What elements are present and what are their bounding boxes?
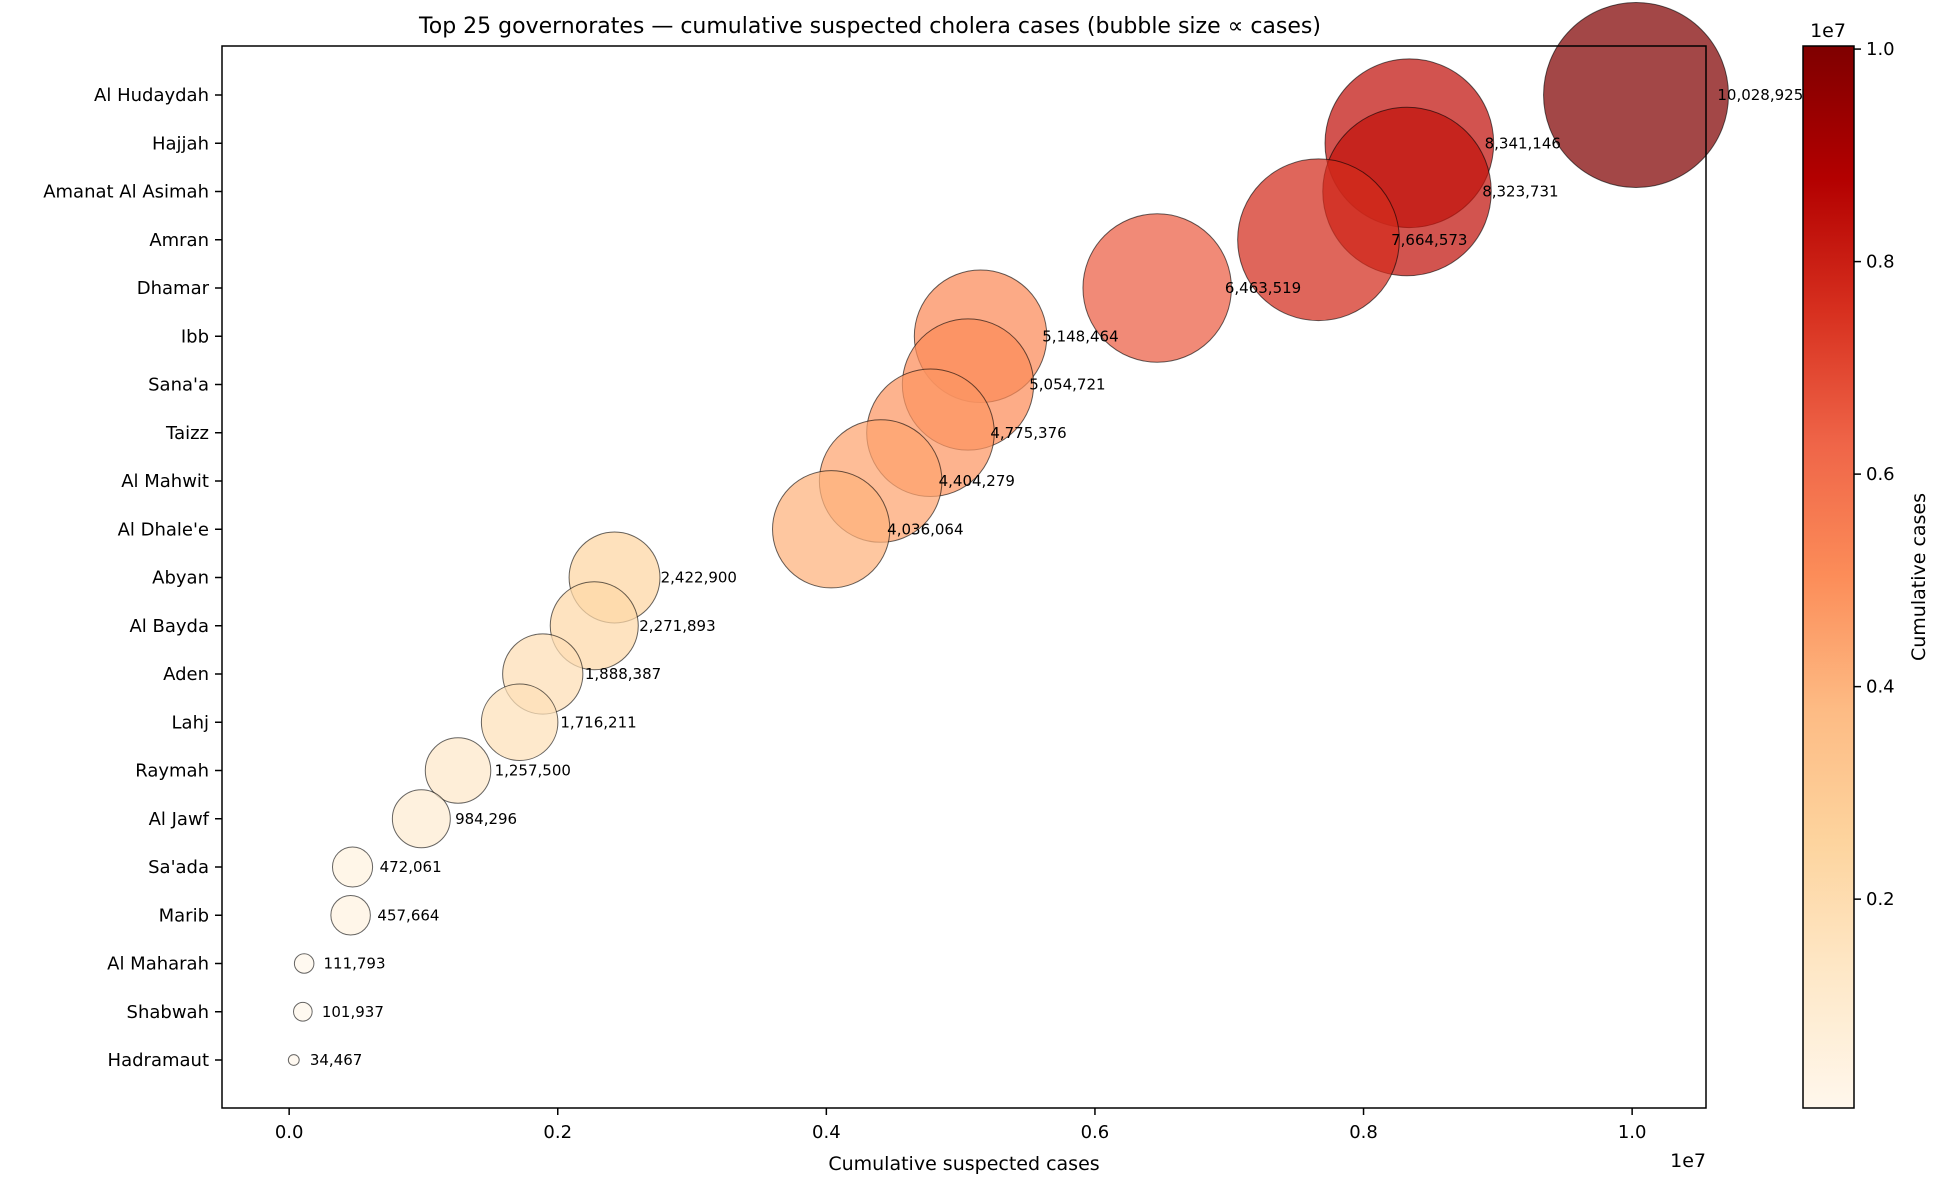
y-tick-label: Abyan: [152, 568, 209, 589]
bubble: [293, 953, 315, 974]
x-tick-label: 0.4: [812, 1122, 841, 1143]
data-label: 984,296: [455, 810, 517, 828]
data-label: 4,775,376: [990, 424, 1066, 442]
y-tick-label: Sa'ada: [148, 857, 209, 878]
y-tick-label: Dhamar: [137, 278, 210, 299]
data-label: 5,148,464: [1042, 327, 1118, 345]
bubble: [772, 470, 891, 589]
y-tick-label: Sana'a: [148, 375, 209, 396]
y-tick-label: Amanat Al Asimah: [43, 182, 209, 203]
y-tick-label: Lahj: [172, 712, 209, 733]
data-label: 101,937: [322, 1003, 384, 1021]
colorbar-gradient: [1802, 45, 1855, 1109]
data-label: 457,664: [377, 906, 439, 924]
colorbar-tick-label: 0.4: [1866, 677, 1895, 698]
data-label: 1,888,387: [585, 665, 661, 683]
bubble: [287, 1054, 300, 1066]
y-tick-label: Amran: [149, 230, 209, 251]
y-tick-label: Al Maharah: [107, 954, 209, 975]
x-tick-label: 0.2: [543, 1122, 572, 1143]
y-tick-label: Al Dhale'e: [118, 519, 209, 540]
colorbar-tick-label: 1.0: [1866, 39, 1895, 60]
y-tick-label: Marib: [159, 905, 209, 926]
y-tick-label: Taizz: [165, 423, 209, 444]
x-tick-label: 0.0: [275, 1122, 304, 1143]
x-tick-label: 0.8: [1349, 1122, 1378, 1143]
data-label: 7,664,573: [1391, 231, 1467, 249]
colorbar-tick-label: 0.8: [1866, 252, 1895, 273]
bubble: [330, 894, 371, 936]
y-tick-label: Al Mahwit: [121, 471, 209, 492]
data-label: 472,061: [380, 858, 442, 876]
data-label: 6,463,519: [1225, 279, 1301, 297]
bubble: [424, 737, 492, 804]
colorbar-tick-label: 0.6: [1866, 464, 1895, 485]
colorbar-scale-label: 1e7: [1810, 20, 1846, 42]
data-label: 1,257,500: [495, 762, 571, 780]
y-tick-label: Raymah: [135, 761, 209, 782]
y-tick-label: Al Hudaydah: [94, 85, 209, 106]
data-label: 111,793: [323, 955, 385, 973]
x-axis-scale-label: 1e7: [1670, 1150, 1706, 1172]
bubble: [1237, 158, 1400, 322]
y-tick-label: Al Bayda: [129, 616, 209, 637]
data-label: 34,467: [310, 1051, 363, 1069]
plot-area: Al Hudaydah Hajjah Amanat Al Asimah Amran Dh…: [43, 2, 1803, 1143]
y-tick-label: Hadramaut: [108, 1050, 209, 1071]
plot-frame: [221, 45, 1707, 1109]
colorbar-ticks: 0.2 0.4 0.6 0.8 1.0: [1854, 39, 1895, 910]
data-label: 5,054,721: [1029, 376, 1105, 394]
data-label: 1,716,211: [560, 713, 636, 731]
bubble: [1082, 213, 1232, 363]
colorbar: 0.2 0.4 0.6 0.8 1.0 1e7 Cumulative cases: [1802, 20, 1930, 1109]
bubble: [391, 789, 451, 849]
y-tick-label: Ibb: [181, 326, 209, 347]
y-tick-label: Shabwah: [127, 1002, 209, 1023]
bubble: [293, 1001, 313, 1022]
data-label: 4,404,279: [939, 472, 1015, 490]
x-tick-label: 1.0: [1618, 1122, 1647, 1143]
colorbar-tick-label: 0.2: [1866, 889, 1895, 910]
data-label: 2,271,893: [639, 617, 715, 635]
data-label: 8,323,731: [1482, 183, 1558, 201]
colorbar-label: Cumulative cases: [1908, 493, 1930, 661]
x-axis-label: Cumulative suspected cases: [828, 1153, 1099, 1175]
y-tick-label: Hajjah: [152, 133, 209, 154]
chart-title: Top 25 governorates — cumulative suspect…: [418, 14, 1321, 39]
data-label: 2,422,900: [661, 569, 737, 587]
bubble: [331, 846, 374, 888]
x-tick-label: 0.6: [1081, 1122, 1110, 1143]
bubble: [1543, 2, 1729, 188]
data-label: 4,036,064: [887, 520, 963, 538]
y-tick-label: Aden: [163, 664, 209, 685]
data-label: 10,028,925: [1717, 86, 1803, 104]
y-tick-label: Al Jawf: [149, 809, 210, 830]
data-label: 8,341,146: [1485, 134, 1561, 152]
bubble: [480, 683, 559, 762]
